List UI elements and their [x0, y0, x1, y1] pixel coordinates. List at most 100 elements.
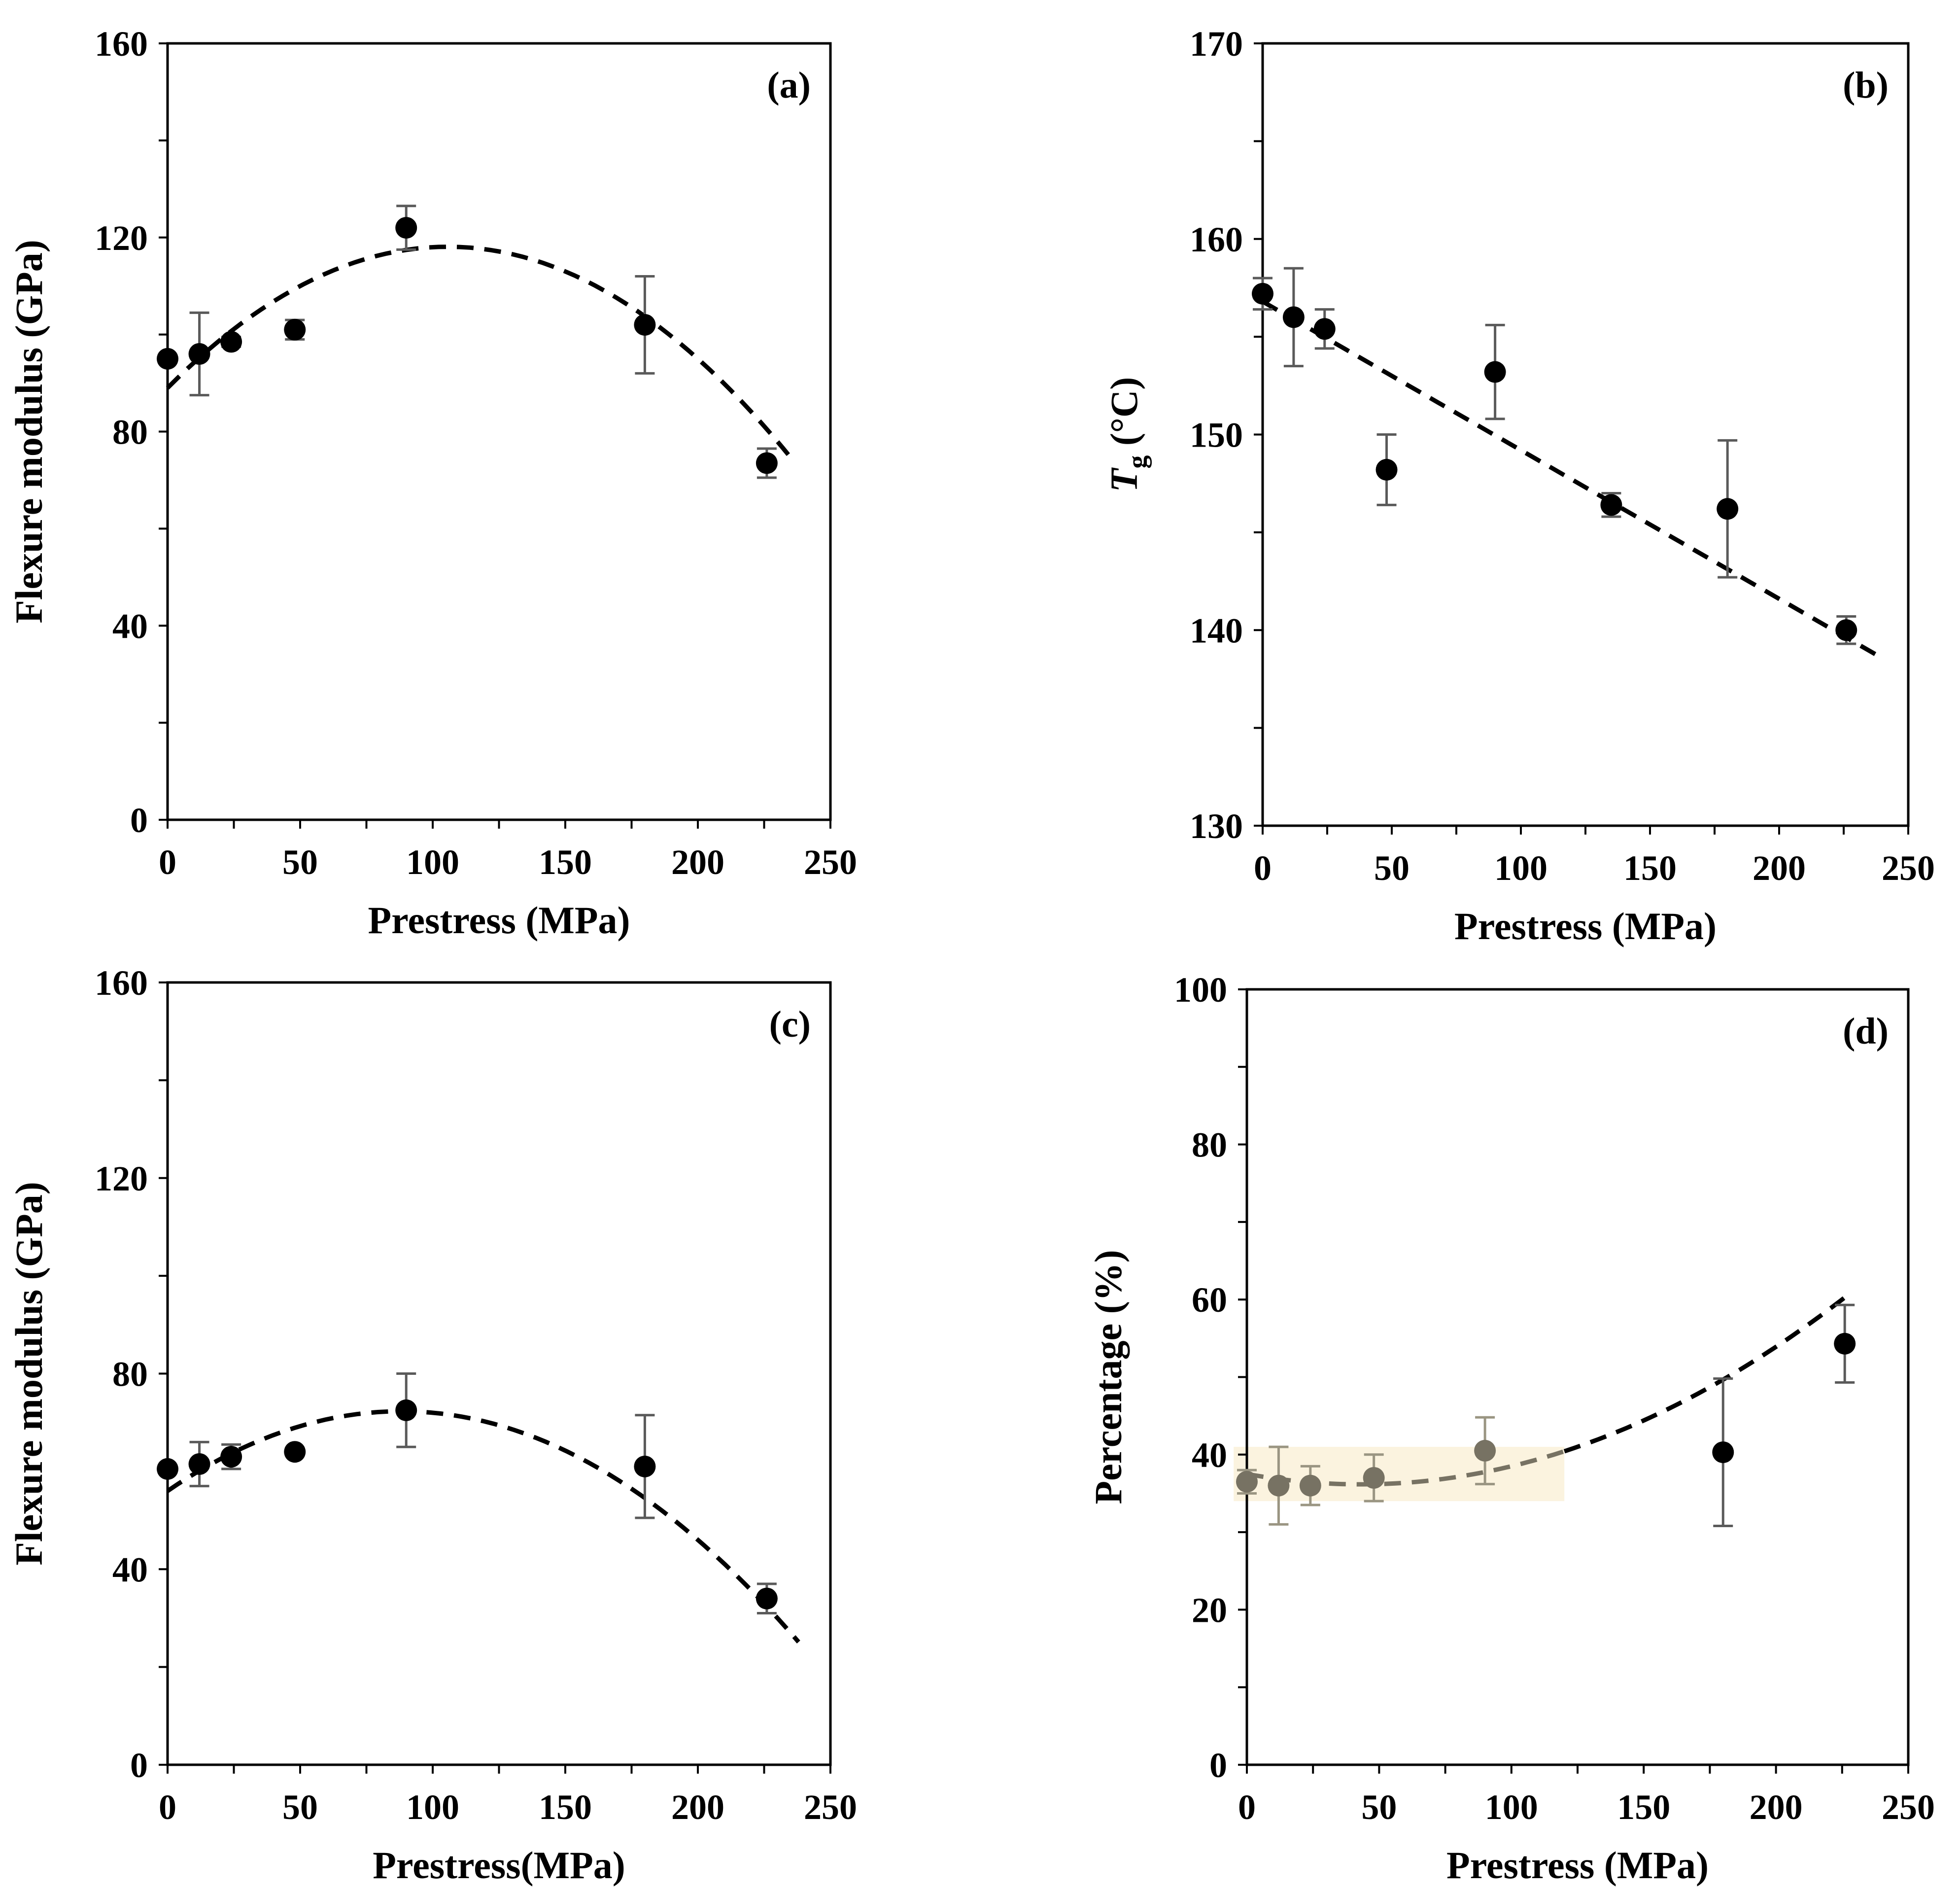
y-tick-label: 150 [1190, 416, 1243, 455]
x-tick-label: 50 [1374, 848, 1410, 888]
fit-curve [1563, 1292, 1852, 1454]
data-point [1363, 1467, 1385, 1489]
y-axis-title: Tg (°C) [1102, 377, 1152, 492]
data-point [1375, 458, 1398, 481]
data-point [395, 217, 417, 239]
x-tick-label: 150 [539, 842, 592, 882]
y-axis-title-subscript: g [1122, 455, 1152, 469]
y-tick-label: 160 [1190, 220, 1243, 259]
x-tick-label: 150 [1623, 848, 1677, 888]
x-tick-label: 250 [804, 1787, 857, 1827]
data-point [395, 1399, 417, 1421]
panel-label: (a) [767, 65, 811, 106]
data-point [188, 343, 210, 365]
y-tick-label: 80 [1192, 1125, 1227, 1165]
x-tick-label: 50 [1361, 1787, 1397, 1827]
data-point [756, 1587, 778, 1609]
x-tick-label: 150 [539, 1787, 592, 1827]
y-tick-label: 160 [95, 24, 148, 64]
plot-frame [1245, 988, 1910, 1766]
y-tick-label: 40 [112, 1550, 148, 1589]
y-tick-label: 160 [95, 963, 148, 1003]
data-point [1313, 318, 1336, 340]
y-axis-title: Percentage (%) [1087, 1250, 1130, 1504]
plot-frame [166, 42, 832, 821]
y-tick-label: 100 [1174, 970, 1227, 1010]
data-point [1268, 1474, 1290, 1497]
data-point [634, 314, 656, 336]
data-point [220, 1446, 242, 1468]
chart-panel-b: 0 50 100 150 200 250 130 140 150 160 170 Prestress … [1102, 24, 1935, 947]
y-tick-label: 120 [95, 1159, 148, 1198]
data-point [284, 318, 306, 341]
chart-panel-a: 0 50 100 150 200 250 0 40 80 120 160 Prestress (MPa… [7, 24, 857, 942]
y-tick-label: 130 [1190, 806, 1243, 846]
data-point [157, 1458, 178, 1480]
data-point [157, 348, 178, 370]
plot-frame [1261, 42, 1910, 827]
data-point [1236, 1470, 1258, 1493]
data-point [1252, 282, 1273, 305]
y-axis-title-symbol: T [1102, 467, 1145, 492]
y-tick-label: 20 [1192, 1590, 1227, 1630]
data-point [1835, 619, 1857, 641]
data-point [188, 1453, 210, 1475]
x-tick-label: 200 [671, 842, 724, 882]
x-tick-label: 50 [282, 1787, 318, 1827]
x-tick-label: 100 [406, 1787, 459, 1827]
data-point [756, 452, 778, 474]
fit-curve [1261, 299, 1884, 661]
data-point [1712, 1441, 1734, 1464]
data-point [1282, 306, 1305, 328]
data-point [634, 1455, 656, 1477]
data-point [1474, 1439, 1496, 1462]
highlight-region [1234, 1447, 1565, 1502]
x-axis-title: Prestress(MPa) [373, 1844, 625, 1887]
chart-panel-c: 0 50 100 150 200 250 0 40 80 120 160 Prestress(MPa)… [7, 963, 857, 1887]
x-tick-label: 150 [1617, 1787, 1670, 1827]
panel-label: (b) [1843, 65, 1889, 106]
plot-frame [166, 981, 832, 1766]
y-axis-title: Flexure modulus (GPa) [7, 1182, 50, 1566]
y-tick-label: 80 [112, 1355, 148, 1394]
data-point [1834, 1332, 1856, 1355]
x-axis-title: Prestress (MPa) [1454, 905, 1717, 947]
x-tick-label: 0 [159, 842, 176, 882]
y-axis-title: Flexure modulus (GPa) [7, 240, 50, 624]
x-tick-label: 250 [804, 842, 857, 882]
x-tick-label: 0 [1238, 1787, 1256, 1827]
data-point [1299, 1474, 1321, 1497]
fit-curve [166, 1409, 800, 1643]
data-point [1484, 361, 1506, 383]
y-tick-label: 60 [1192, 1280, 1227, 1320]
x-tick-label: 100 [1485, 1787, 1538, 1827]
x-tick-label: 200 [1750, 1787, 1803, 1827]
x-tick-label: 200 [671, 1787, 724, 1827]
panel-label: (d) [1843, 1011, 1889, 1052]
chart-panel-d: 0 50 100 150 200 250 0 20 40 60 80 100 Prestress (MP… [1087, 970, 1935, 1887]
y-tick-label: 120 [95, 218, 148, 258]
y-axis-title-unit: (°C) [1102, 377, 1145, 455]
y-tick-label: 0 [130, 1746, 148, 1785]
data-point [1717, 498, 1739, 520]
x-tick-label: 0 [1254, 848, 1272, 888]
data-point [1600, 494, 1622, 516]
x-axis-title: Prestress (MPa) [368, 899, 630, 942]
x-tick-label: 250 [1882, 848, 1935, 888]
x-tick-label: 100 [1494, 848, 1547, 888]
y-tick-label: 40 [112, 606, 148, 646]
data-point [284, 1441, 306, 1463]
y-tick-label: 0 [1209, 1746, 1227, 1785]
panel-label: (c) [769, 1004, 811, 1045]
x-tick-label: 100 [406, 842, 459, 882]
fit-curve [166, 245, 795, 462]
x-tick-label: 200 [1753, 848, 1806, 888]
x-tick-label: 250 [1882, 1787, 1935, 1827]
y-tick-label: 80 [112, 413, 148, 452]
x-axis-title: Prestress (MPa) [1446, 1844, 1709, 1887]
y-tick-label: 140 [1190, 611, 1243, 650]
y-tick-label: 0 [130, 801, 148, 840]
x-tick-label: 50 [282, 842, 318, 882]
y-tick-label: 40 [1192, 1435, 1227, 1475]
